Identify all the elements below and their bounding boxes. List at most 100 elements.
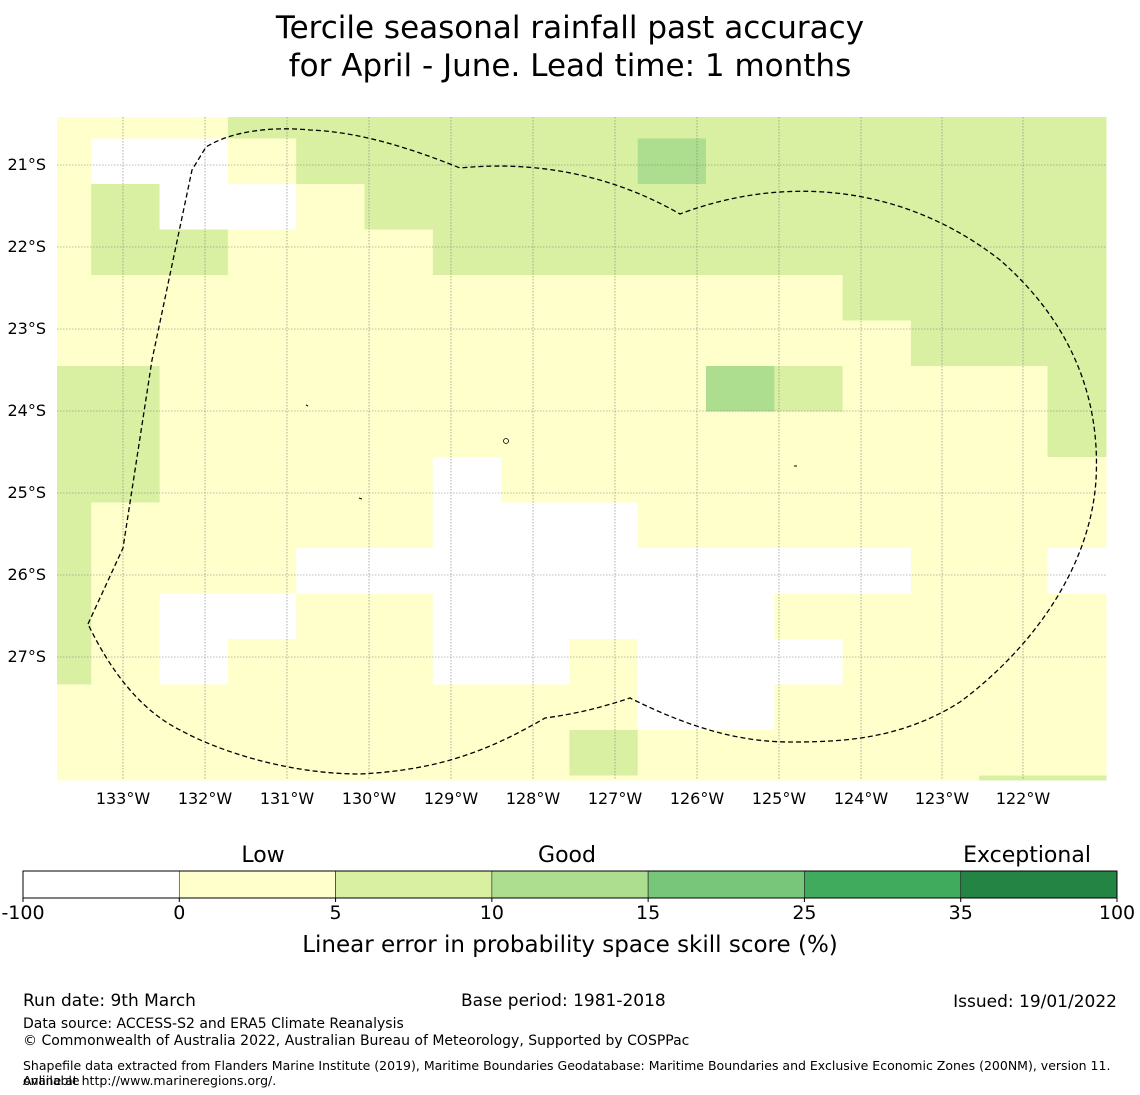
colorbar-swatch [178,870,336,899]
grid-cell [227,320,297,367]
grid-cell [501,548,570,594]
grid-cell [637,593,707,640]
grid-cell [569,138,639,185]
grid-cell [1047,457,1107,503]
grid-cell [1047,229,1107,276]
grid-cell [159,775,229,781]
grid-cell [637,457,707,503]
grid-cell [842,366,912,412]
grid-cell [432,320,502,367]
grid-cell [296,366,365,412]
grid-cell [637,229,707,276]
grid-cell [364,775,434,781]
grid-cell [432,411,502,458]
grid-cell [569,229,639,276]
grid-cell [706,593,775,640]
colorbar-tick-label: 15 [636,902,661,924]
grid-cell [227,502,297,549]
grid-cell [1047,548,1107,594]
grid-cell [364,366,434,412]
grid-cell [706,366,775,412]
grid-cell [979,502,1048,549]
grid-cell [432,684,502,731]
grid-cell [774,117,844,139]
eez-boundary [87,128,1098,775]
colorbar-tick-label: -100 [1,902,45,924]
shapefile-credit-line-2: online at http://www.marineregions.org/. [23,1073,277,1088]
grid-cell [296,502,365,549]
grid-cell [432,639,502,685]
grid-cell [569,275,639,321]
grid-cell [296,639,365,685]
grid-cell [774,775,844,781]
grid-cell [227,411,297,458]
grid-cell [774,184,844,230]
grid-cell [57,138,92,185]
grid-cell [706,502,775,549]
grid-cell [91,184,161,230]
grid-cell [774,548,844,594]
grid-cell [159,138,229,185]
grid-cell [774,366,844,412]
lon-label: 133°W [95,789,151,808]
grid-cell [227,639,297,685]
grid-cell [842,320,912,367]
data-source: Data source: ACCESS-S2 and ERA5 Climate … [23,1016,404,1032]
grid-cell [364,275,434,321]
grid-cell [706,184,775,230]
grid-cell [432,593,502,640]
grid-cell [774,593,844,640]
grid-cell [227,684,297,731]
grid-cell [637,639,707,685]
lon-label: 125°W [751,789,807,808]
grid-cell [842,117,912,139]
grid-cell [910,684,980,731]
colorbar-tick-label: 35 [948,902,973,924]
base-period: Base period: 1981-2018 [461,991,666,1011]
grid-cell [910,639,980,685]
grid-cell [501,730,570,776]
grid-cell [91,730,161,776]
grid-cell [774,639,844,685]
grid-cell [637,138,707,185]
lat-label: 26°S [7,565,46,584]
grid-cell [501,320,570,367]
grid-cell [227,229,297,276]
grid-cell [842,275,912,321]
grid-cell [364,684,434,731]
colorbar-swatch [647,870,805,899]
grid-cell [706,117,775,139]
colorbar-tick-label: 100 [1098,902,1136,924]
grid-cell [706,320,775,367]
grid-cell [501,275,570,321]
grid-cell [91,593,161,640]
grid-cell [910,138,980,185]
grid-cell [91,275,161,321]
grid-cell [364,548,434,594]
grid-cell [296,548,365,594]
grid-cell [159,320,229,367]
graticule [57,117,1106,780]
grid-cell [57,502,92,549]
grid-cell [432,548,502,594]
skill-cells [57,117,1107,781]
grid-cell [501,457,570,503]
shapefile-credit-line-1: Shapefile data extracted from Flanders M… [23,1058,1111,1088]
grid-cell [296,229,365,276]
grid-cell [57,275,92,321]
grid-cell [227,593,297,640]
grid-cell [910,117,980,139]
grid-cell [364,320,434,367]
grid-cell [1047,639,1107,685]
grid-cell [774,457,844,503]
grid-cell [57,639,92,685]
grid-cell [1047,184,1107,230]
grid-cell [159,593,229,640]
grid-cell [842,457,912,503]
grid-cell [501,366,570,412]
grid-cell [227,366,297,412]
grid-cell [774,275,844,321]
grid-cell [910,730,980,776]
lon-label: 122°W [995,789,1051,808]
grid-cell [842,548,912,594]
